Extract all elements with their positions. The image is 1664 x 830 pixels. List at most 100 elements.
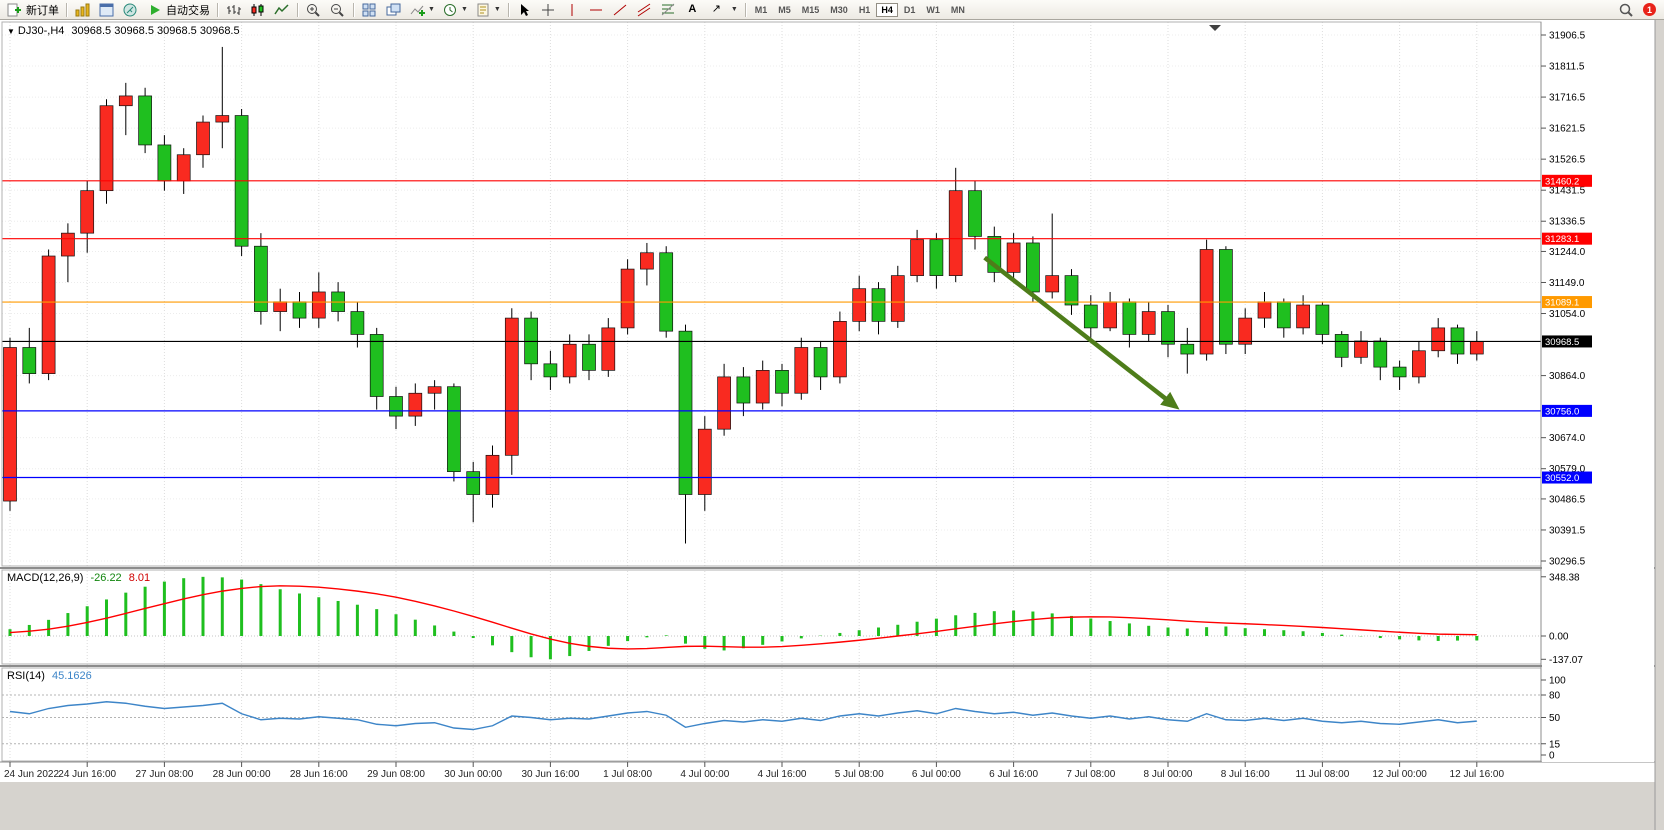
candle <box>118 82 133 136</box>
candle <box>1219 246 1233 355</box>
horizontal-line-button[interactable] <box>585 1 608 18</box>
time-axis-label: 24 Jun 16:00 <box>58 769 116 780</box>
candle <box>601 318 616 377</box>
candle <box>833 311 847 384</box>
timeframe-button-mn[interactable]: MN <box>950 4 965 15</box>
text-icon: A <box>688 3 697 15</box>
candle <box>1296 295 1310 335</box>
candle <box>504 308 519 475</box>
price-label-badge-text: 31089.1 <box>1545 298 1579 309</box>
fibonacci-button[interactable] <box>657 1 680 18</box>
chart-background[interactable] <box>0 20 1664 830</box>
time-axis-label: 4 Jul 00:00 <box>680 769 729 780</box>
timeframe-button-d1[interactable]: D1 <box>903 4 916 15</box>
templates-button[interactable]: ▼ <box>472 1 504 18</box>
candlestick-chart-button[interactable] <box>246 1 269 18</box>
chart-window[interactable]: 31906.5 31811.5 31716.5 31621.5 31526.5 31431… <box>0 20 1664 830</box>
candlestick-chart-icon <box>249 2 266 17</box>
line-chart-button[interactable] <box>270 1 293 18</box>
navigator-button[interactable] <box>119 1 142 18</box>
horizontal-line-icon <box>588 2 605 17</box>
candle <box>813 340 828 390</box>
autotrading-button[interactable]: 自动交易 <box>143 1 213 18</box>
timeframe-button-w1[interactable]: W1 <box>926 4 940 15</box>
market-watch-button[interactable] <box>71 1 94 18</box>
text-button[interactable]: A <box>681 1 704 18</box>
new-order-icon <box>6 2 23 17</box>
trend-arrow-head <box>1160 391 1180 410</box>
candle <box>234 108 249 257</box>
candle <box>1141 301 1156 341</box>
price-label-badge <box>1542 174 1592 187</box>
toolbar-separator <box>744 2 746 17</box>
candle <box>1199 239 1214 361</box>
candle <box>948 167 963 283</box>
periods-button[interactable]: ▼ <box>439 1 471 18</box>
cursor-icon <box>516 2 533 17</box>
rsi-axis-label: 100 <box>1549 676 1566 687</box>
clock-icon <box>442 2 459 17</box>
time-axis[interactable] <box>0 763 1655 781</box>
chart-shift-marker[interactable] <box>1209 25 1221 31</box>
candle <box>447 383 461 482</box>
macd-signal-line <box>9 585 1477 650</box>
tile-windows-button[interactable] <box>358 1 381 18</box>
candle <box>929 233 944 289</box>
bar-chart-button[interactable] <box>222 1 245 18</box>
new-order-button[interactable]: 新订单 <box>3 1 62 18</box>
timeframe-button-h4[interactable]: H4 <box>876 2 898 17</box>
candle <box>736 367 751 417</box>
price-axis-label: 31336.5 <box>1549 217 1586 228</box>
macd-axis-label: -137.07 <box>1549 655 1583 666</box>
price-axis-label: 31526.5 <box>1549 155 1586 166</box>
cascade-windows-button[interactable] <box>382 1 405 18</box>
price-label-badge <box>1542 232 1592 245</box>
search-button[interactable] <box>1615 1 1638 18</box>
notification-badge[interactable]: 1 <box>1643 3 1656 16</box>
shapes-dropdown-button[interactable]: ▼ <box>729 1 741 18</box>
trendline-button[interactable] <box>609 1 632 18</box>
candle <box>1431 318 1446 358</box>
vertical-line-button[interactable] <box>561 1 584 18</box>
data-window-button[interactable] <box>95 1 118 18</box>
time-axis-label: 27 Jun 08:00 <box>135 769 193 780</box>
cursor-button[interactable] <box>513 1 536 18</box>
arrows-button[interactable]: ↗ <box>705 1 728 18</box>
candle <box>1354 331 1368 364</box>
candle <box>157 135 172 191</box>
time-axis-label: 1 Jul 08:00 <box>603 769 652 780</box>
navigator-icon <box>122 2 139 17</box>
channel-icon <box>636 2 653 17</box>
toolbar-separator <box>507 2 509 17</box>
price-axis-label: 30486.5 <box>1549 494 1586 505</box>
crosshair-button[interactable] <box>537 1 560 18</box>
time-axis-label: 8 Jul 00:00 <box>1144 769 1193 780</box>
candle <box>350 301 365 348</box>
new-order-label: 新订单 <box>26 4 59 17</box>
candle <box>1412 340 1426 384</box>
timeframe-button-m15[interactable]: M15 <box>801 4 820 15</box>
rsi-axis-label: 15 <box>1549 739 1561 750</box>
indicators-button[interactable]: ▼ <box>406 1 438 18</box>
candle <box>311 272 326 328</box>
candle <box>99 99 114 204</box>
timeframe-button-h1[interactable]: H1 <box>858 4 871 15</box>
vertical-line-icon <box>564 2 581 17</box>
time-axis-label: 30 Jun 16:00 <box>521 769 579 780</box>
macd-axis-label: 0.00 <box>1549 632 1569 643</box>
timeframe-button-m30[interactable]: M30 <box>830 4 848 15</box>
price-axis[interactable] <box>1542 22 1654 762</box>
candle <box>640 242 654 286</box>
price-label-badge-text: 31283.1 <box>1545 234 1579 245</box>
trend-arrow[interactable] <box>983 255 1171 404</box>
channel-button[interactable] <box>633 1 656 18</box>
chart-canvas[interactable]: 31906.5 31811.5 31716.5 31621.5 31526.5 31431… <box>0 20 1664 830</box>
zoom-out-button[interactable] <box>326 1 349 18</box>
timeframe-button-m1[interactable]: M1 <box>754 4 768 15</box>
zoom-in-button[interactable] <box>302 1 325 18</box>
zoom-out-icon <box>329 2 346 17</box>
candle <box>755 360 770 410</box>
fibonacci-icon <box>660 2 677 17</box>
price-axis-label: 31811.5 <box>1549 62 1585 73</box>
timeframe-button-m5[interactable]: M5 <box>778 4 791 15</box>
